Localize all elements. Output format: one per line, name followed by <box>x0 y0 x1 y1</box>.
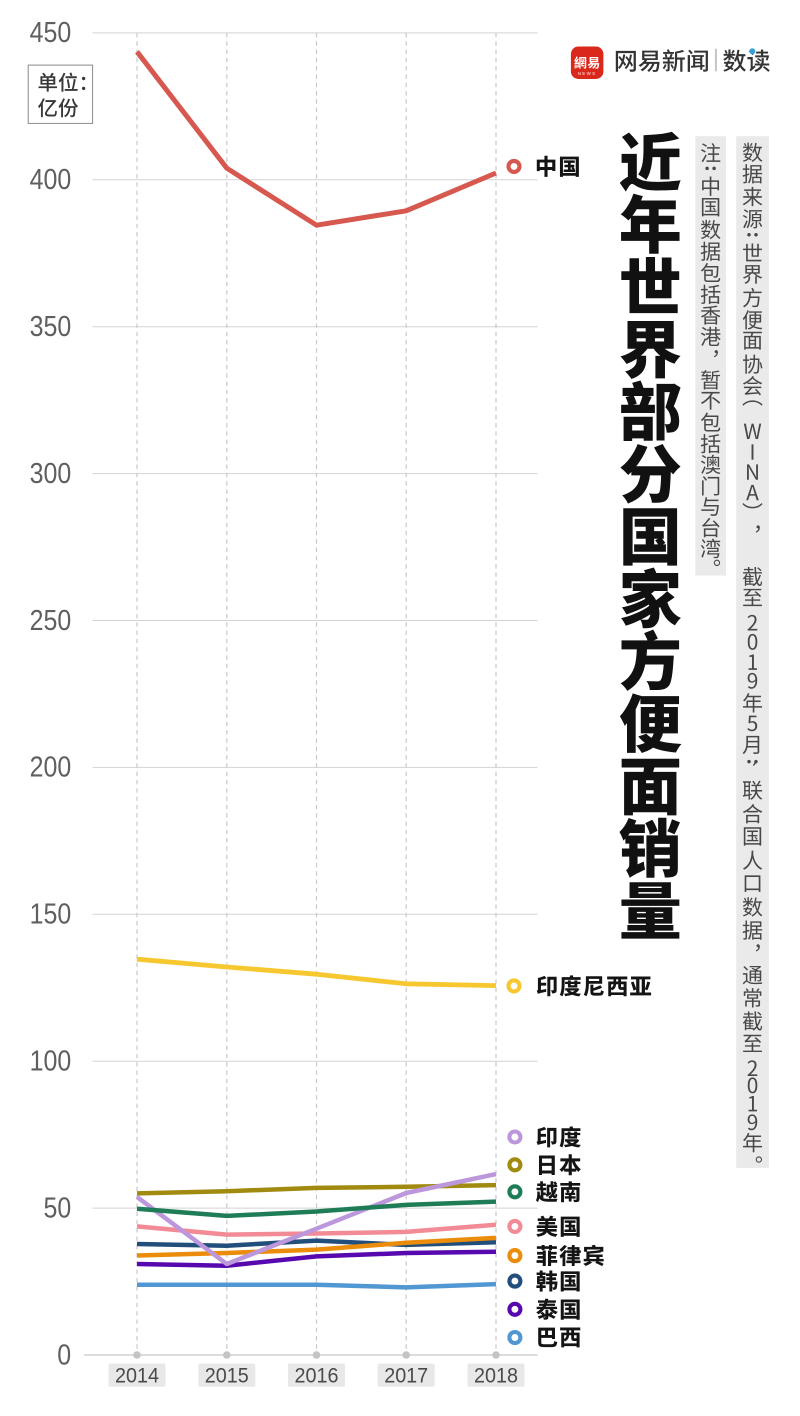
svg-text:2015: 2015 <box>205 1365 249 1388</box>
svg-text:450: 450 <box>30 17 72 49</box>
svg-text:2017: 2017 <box>384 1365 428 1388</box>
svg-text:2014: 2014 <box>115 1365 159 1388</box>
svg-text:2018: 2018 <box>474 1365 518 1388</box>
svg-text:0: 0 <box>57 1339 71 1371</box>
svg-text:250: 250 <box>30 605 72 637</box>
svg-text:2016: 2016 <box>295 1365 339 1388</box>
svg-text:300: 300 <box>30 458 72 490</box>
svg-text:150: 150 <box>30 899 72 931</box>
svg-text:400: 400 <box>30 164 72 196</box>
svg-text:200: 200 <box>30 752 72 784</box>
svg-text:50: 50 <box>44 1192 72 1224</box>
svg-text:350: 350 <box>30 311 72 343</box>
svg-text:100: 100 <box>30 1046 72 1078</box>
svg-text:NEWS: NEWS <box>578 71 597 76</box>
